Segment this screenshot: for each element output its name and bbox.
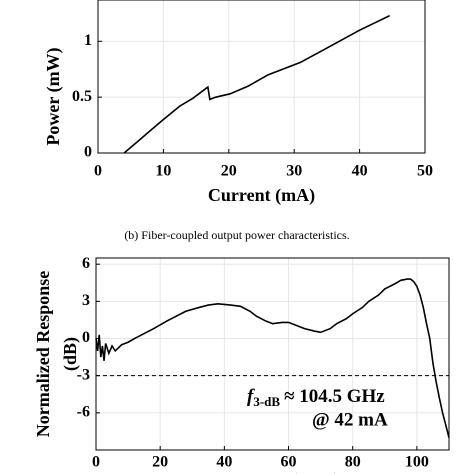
y-axis-label: Normalized Response xyxy=(33,271,53,437)
y-tick-label: 3 xyxy=(82,292,90,309)
plot-frame xyxy=(95,257,450,451)
y-tick-label: 1 xyxy=(84,32,92,49)
data-line xyxy=(123,14,391,154)
y-tick-label: 0 xyxy=(82,329,90,346)
x-tick-label: 20 xyxy=(152,454,168,471)
plot-frame xyxy=(97,0,426,154)
x-axis-label: Frequency (GHz) xyxy=(205,470,339,474)
y-tick-label: 0.5 xyxy=(72,88,92,105)
annotation-line2: @ 42 mA xyxy=(312,409,388,430)
annotation-subscript: 3-dB xyxy=(253,394,280,409)
y-tick-label: 6 xyxy=(82,255,90,272)
data-line xyxy=(95,278,450,438)
y-axis-label: Power (mW) xyxy=(43,47,64,145)
annotation: f3-dB ≈ 104.5 GHz xyxy=(247,386,385,409)
y-tick-label: -6 xyxy=(77,404,90,421)
x-tick-label: 40 xyxy=(352,163,368,180)
x-tick-label: 50 xyxy=(417,163,433,180)
x-tick-label: 0 xyxy=(94,163,102,180)
x-tick-label: 30 xyxy=(286,163,302,180)
annotation-text: ≈ 104.5 GHz xyxy=(284,386,385,407)
y-tick-label: 0 xyxy=(84,144,92,161)
x-axis-label: Current (mA) xyxy=(208,185,315,206)
x-tick-label: 10 xyxy=(155,163,171,180)
y-tick-label: -3 xyxy=(77,366,90,383)
x-tick-label: 0 xyxy=(92,454,100,471)
annotation-symbol: f xyxy=(247,386,255,407)
x-tick-label: 40 xyxy=(216,454,232,471)
x-tick-label: 60 xyxy=(281,454,297,471)
y-axis-label: (dB) xyxy=(60,337,81,371)
x-tick-label: 80 xyxy=(345,454,361,471)
x-tick-label: 20 xyxy=(221,163,237,180)
caption: (b) Fiber-coupled output power character… xyxy=(124,228,349,242)
x-tick-label: 100 xyxy=(405,454,429,471)
